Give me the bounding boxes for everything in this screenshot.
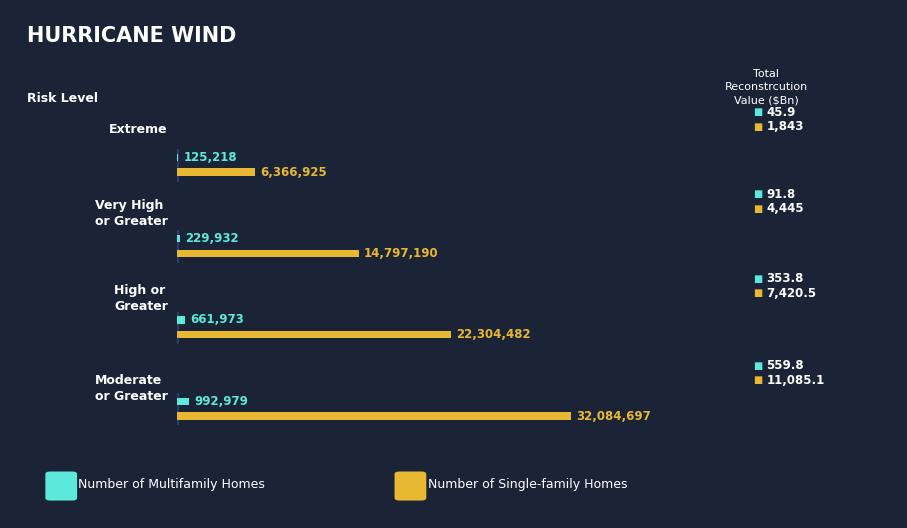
Text: 45.9: 45.9 — [766, 106, 795, 119]
Bar — [177, 154, 179, 161]
Text: 6,366,925: 6,366,925 — [260, 166, 327, 178]
FancyBboxPatch shape — [395, 472, 426, 501]
Bar — [177, 398, 189, 405]
Text: HURRICANE WIND: HURRICANE WIND — [27, 26, 237, 46]
Text: ■: ■ — [753, 108, 762, 117]
Text: 661,973: 661,973 — [190, 314, 244, 326]
Bar — [177, 331, 451, 338]
Text: 7,420.5: 7,420.5 — [766, 287, 816, 299]
Text: 229,932: 229,932 — [185, 232, 239, 245]
Text: 4,445: 4,445 — [766, 202, 804, 215]
Text: 353.8: 353.8 — [766, 272, 804, 285]
Text: ■: ■ — [753, 204, 762, 213]
Text: 91.8: 91.8 — [766, 188, 795, 201]
Text: ■: ■ — [753, 361, 762, 371]
Text: 32,084,697: 32,084,697 — [577, 410, 651, 422]
Text: 22,304,482: 22,304,482 — [456, 328, 532, 341]
Text: 14,797,190: 14,797,190 — [365, 247, 439, 260]
Text: Very High
or Greater: Very High or Greater — [95, 200, 168, 228]
Text: 11,085.1: 11,085.1 — [766, 374, 824, 386]
Text: Total
Reconstrcution
Value ($Bn): Total Reconstrcution Value ($Bn) — [725, 69, 808, 105]
Text: Number of Single-family Homes: Number of Single-family Homes — [428, 478, 628, 491]
Text: ■: ■ — [753, 190, 762, 199]
FancyBboxPatch shape — [45, 472, 77, 501]
Text: 992,979: 992,979 — [194, 395, 249, 408]
Text: Risk Level: Risk Level — [27, 92, 98, 106]
Text: ■: ■ — [753, 375, 762, 385]
Text: Moderate
or Greater: Moderate or Greater — [95, 374, 168, 402]
Bar — [177, 316, 185, 324]
Text: 1,843: 1,843 — [766, 120, 804, 133]
Text: 125,218: 125,218 — [184, 151, 238, 164]
Bar — [177, 250, 359, 257]
Bar — [177, 412, 571, 420]
Text: 559.8: 559.8 — [766, 360, 804, 372]
Text: Number of Multifamily Homes: Number of Multifamily Homes — [78, 478, 265, 491]
Text: ■: ■ — [753, 288, 762, 298]
Text: High or
Greater: High or Greater — [114, 284, 168, 313]
Text: ■: ■ — [753, 274, 762, 284]
Bar — [177, 168, 255, 176]
Text: ■: ■ — [753, 122, 762, 131]
Text: Extreme: Extreme — [109, 123, 168, 136]
Bar — [177, 235, 180, 242]
